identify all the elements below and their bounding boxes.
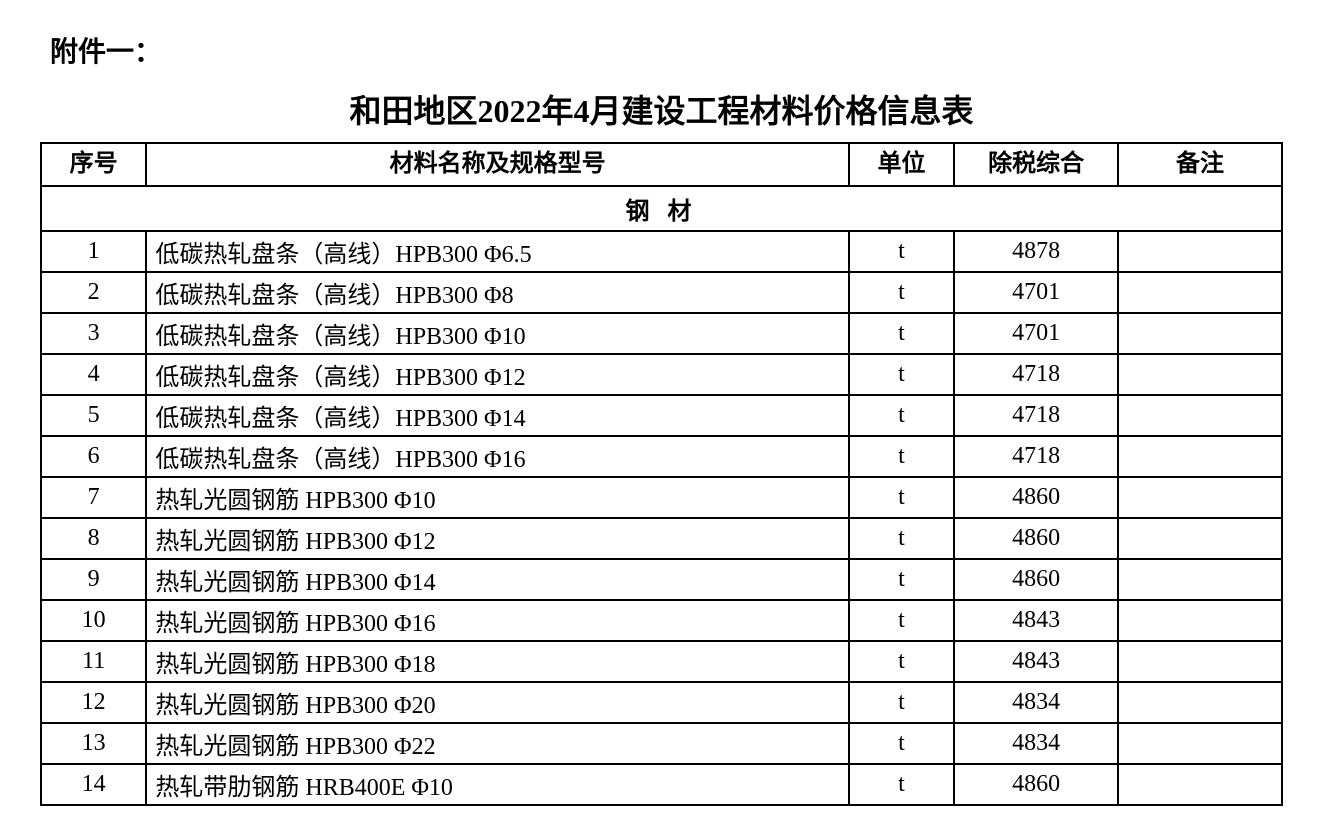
cell-price: 4718	[954, 436, 1118, 477]
cell-price: 4878	[954, 231, 1118, 272]
cell-seq: 6	[41, 436, 146, 477]
cell-remark	[1118, 518, 1282, 559]
cell-remark	[1118, 272, 1282, 313]
cell-name: 热轧光圆钢筋 HPB300 Φ12	[146, 518, 848, 559]
cell-seq: 2	[41, 272, 146, 313]
cell-price: 4701	[954, 272, 1118, 313]
cell-price: 4834	[954, 723, 1118, 764]
cell-name: 热轧光圆钢筋 HPB300 Φ14	[146, 559, 848, 600]
cell-remark	[1118, 723, 1282, 764]
cell-remark	[1118, 354, 1282, 395]
table-row: 3低碳热轧盘条（高线）HPB300 Φ10t4701	[41, 313, 1282, 354]
cell-name: 低碳热轧盘条（高线）HPB300 Φ12	[146, 354, 848, 395]
table-row: 12热轧光圆钢筋 HPB300 Φ20t4834	[41, 682, 1282, 723]
cell-price: 4843	[954, 641, 1118, 682]
cell-remark	[1118, 559, 1282, 600]
cell-remark	[1118, 641, 1282, 682]
cell-remark	[1118, 682, 1282, 723]
table-row: 1低碳热轧盘条（高线）HPB300 Φ6.5t4878	[41, 231, 1282, 272]
cell-seq: 8	[41, 518, 146, 559]
cell-remark	[1118, 600, 1282, 641]
cell-unit: t	[849, 600, 954, 641]
table-row: 8热轧光圆钢筋 HPB300 Φ12t4860	[41, 518, 1282, 559]
cell-name: 低碳热轧盘条（高线）HPB300 Φ8	[146, 272, 848, 313]
cell-remark	[1118, 395, 1282, 436]
table-body: 钢 材 1低碳热轧盘条（高线）HPB300 Φ6.5t48782低碳热轧盘条（高…	[41, 186, 1282, 805]
cell-price: 4860	[954, 518, 1118, 559]
table-row: 10热轧光圆钢筋 HPB300 Φ16t4843	[41, 600, 1282, 641]
cell-price: 4834	[954, 682, 1118, 723]
cell-unit: t	[849, 231, 954, 272]
table-row: 5低碳热轧盘条（高线）HPB300 Φ14t4718	[41, 395, 1282, 436]
cell-unit: t	[849, 641, 954, 682]
col-header-price: 除税综合	[954, 143, 1118, 186]
cell-unit: t	[849, 313, 954, 354]
attachment-label: 附件一：	[50, 30, 1283, 70]
table-header-row: 序号 材料名称及规格型号 单位 除税综合 备注	[41, 143, 1282, 186]
cell-price: 4843	[954, 600, 1118, 641]
table-row: 7热轧光圆钢筋 HPB300 Φ10t4860	[41, 477, 1282, 518]
cell-price: 4860	[954, 559, 1118, 600]
cell-name: 热轧光圆钢筋 HPB300 Φ10	[146, 477, 848, 518]
cell-name: 热轧光圆钢筋 HPB300 Φ16	[146, 600, 848, 641]
cell-name: 低碳热轧盘条（高线）HPB300 Φ14	[146, 395, 848, 436]
cell-seq: 10	[41, 600, 146, 641]
cell-unit: t	[849, 764, 954, 805]
cell-seq: 11	[41, 641, 146, 682]
cell-remark	[1118, 231, 1282, 272]
col-header-seq: 序号	[41, 143, 146, 186]
table-row: 11热轧光圆钢筋 HPB300 Φ18t4843	[41, 641, 1282, 682]
cell-unit: t	[849, 354, 954, 395]
col-header-name: 材料名称及规格型号	[146, 143, 848, 186]
cell-unit: t	[849, 272, 954, 313]
table-row: 14热轧带肋钢筋 HRB400E Φ10t4860	[41, 764, 1282, 805]
cell-price: 4701	[954, 313, 1118, 354]
cell-unit: t	[849, 682, 954, 723]
table-row: 13热轧光圆钢筋 HPB300 Φ22t4834	[41, 723, 1282, 764]
cell-seq: 13	[41, 723, 146, 764]
cell-price: 4718	[954, 395, 1118, 436]
cell-seq: 5	[41, 395, 146, 436]
cell-seq: 3	[41, 313, 146, 354]
cell-seq: 4	[41, 354, 146, 395]
table-row: 2低碳热轧盘条（高线）HPB300 Φ8t4701	[41, 272, 1282, 313]
cell-unit: t	[849, 477, 954, 518]
cell-unit: t	[849, 436, 954, 477]
cell-unit: t	[849, 518, 954, 559]
main-title: 和田地区2022年4月建设工程材料价格信息表	[40, 86, 1283, 132]
cell-seq: 14	[41, 764, 146, 805]
cell-seq: 12	[41, 682, 146, 723]
table-row: 6低碳热轧盘条（高线）HPB300 Φ16t4718	[41, 436, 1282, 477]
cell-unit: t	[849, 395, 954, 436]
cell-name: 热轧光圆钢筋 HPB300 Φ20	[146, 682, 848, 723]
cell-remark	[1118, 313, 1282, 354]
cell-name: 热轧光圆钢筋 HPB300 Φ18	[146, 641, 848, 682]
cell-name: 热轧带肋钢筋 HRB400E Φ10	[146, 764, 848, 805]
price-table: 序号 材料名称及规格型号 单位 除税综合 备注 钢 材 1低碳热轧盘条（高线）H…	[40, 142, 1283, 806]
cell-price: 4860	[954, 764, 1118, 805]
cell-name: 热轧光圆钢筋 HPB300 Φ22	[146, 723, 848, 764]
cell-remark	[1118, 477, 1282, 518]
cell-price: 4860	[954, 477, 1118, 518]
cell-remark	[1118, 436, 1282, 477]
col-header-unit: 单位	[849, 143, 954, 186]
cell-name: 低碳热轧盘条（高线）HPB300 Φ16	[146, 436, 848, 477]
cell-seq: 1	[41, 231, 146, 272]
table-row: 9热轧光圆钢筋 HPB300 Φ14t4860	[41, 559, 1282, 600]
col-header-remark: 备注	[1118, 143, 1282, 186]
section-header-row: 钢 材	[41, 186, 1282, 231]
cell-price: 4718	[954, 354, 1118, 395]
cell-name: 低碳热轧盘条（高线）HPB300 Φ6.5	[146, 231, 848, 272]
cell-name: 低碳热轧盘条（高线）HPB300 Φ10	[146, 313, 848, 354]
cell-unit: t	[849, 723, 954, 764]
cell-seq: 7	[41, 477, 146, 518]
cell-unit: t	[849, 559, 954, 600]
table-row: 4低碳热轧盘条（高线）HPB300 Φ12t4718	[41, 354, 1282, 395]
section-title: 钢 材	[41, 186, 1282, 231]
cell-remark	[1118, 764, 1282, 805]
cell-seq: 9	[41, 559, 146, 600]
